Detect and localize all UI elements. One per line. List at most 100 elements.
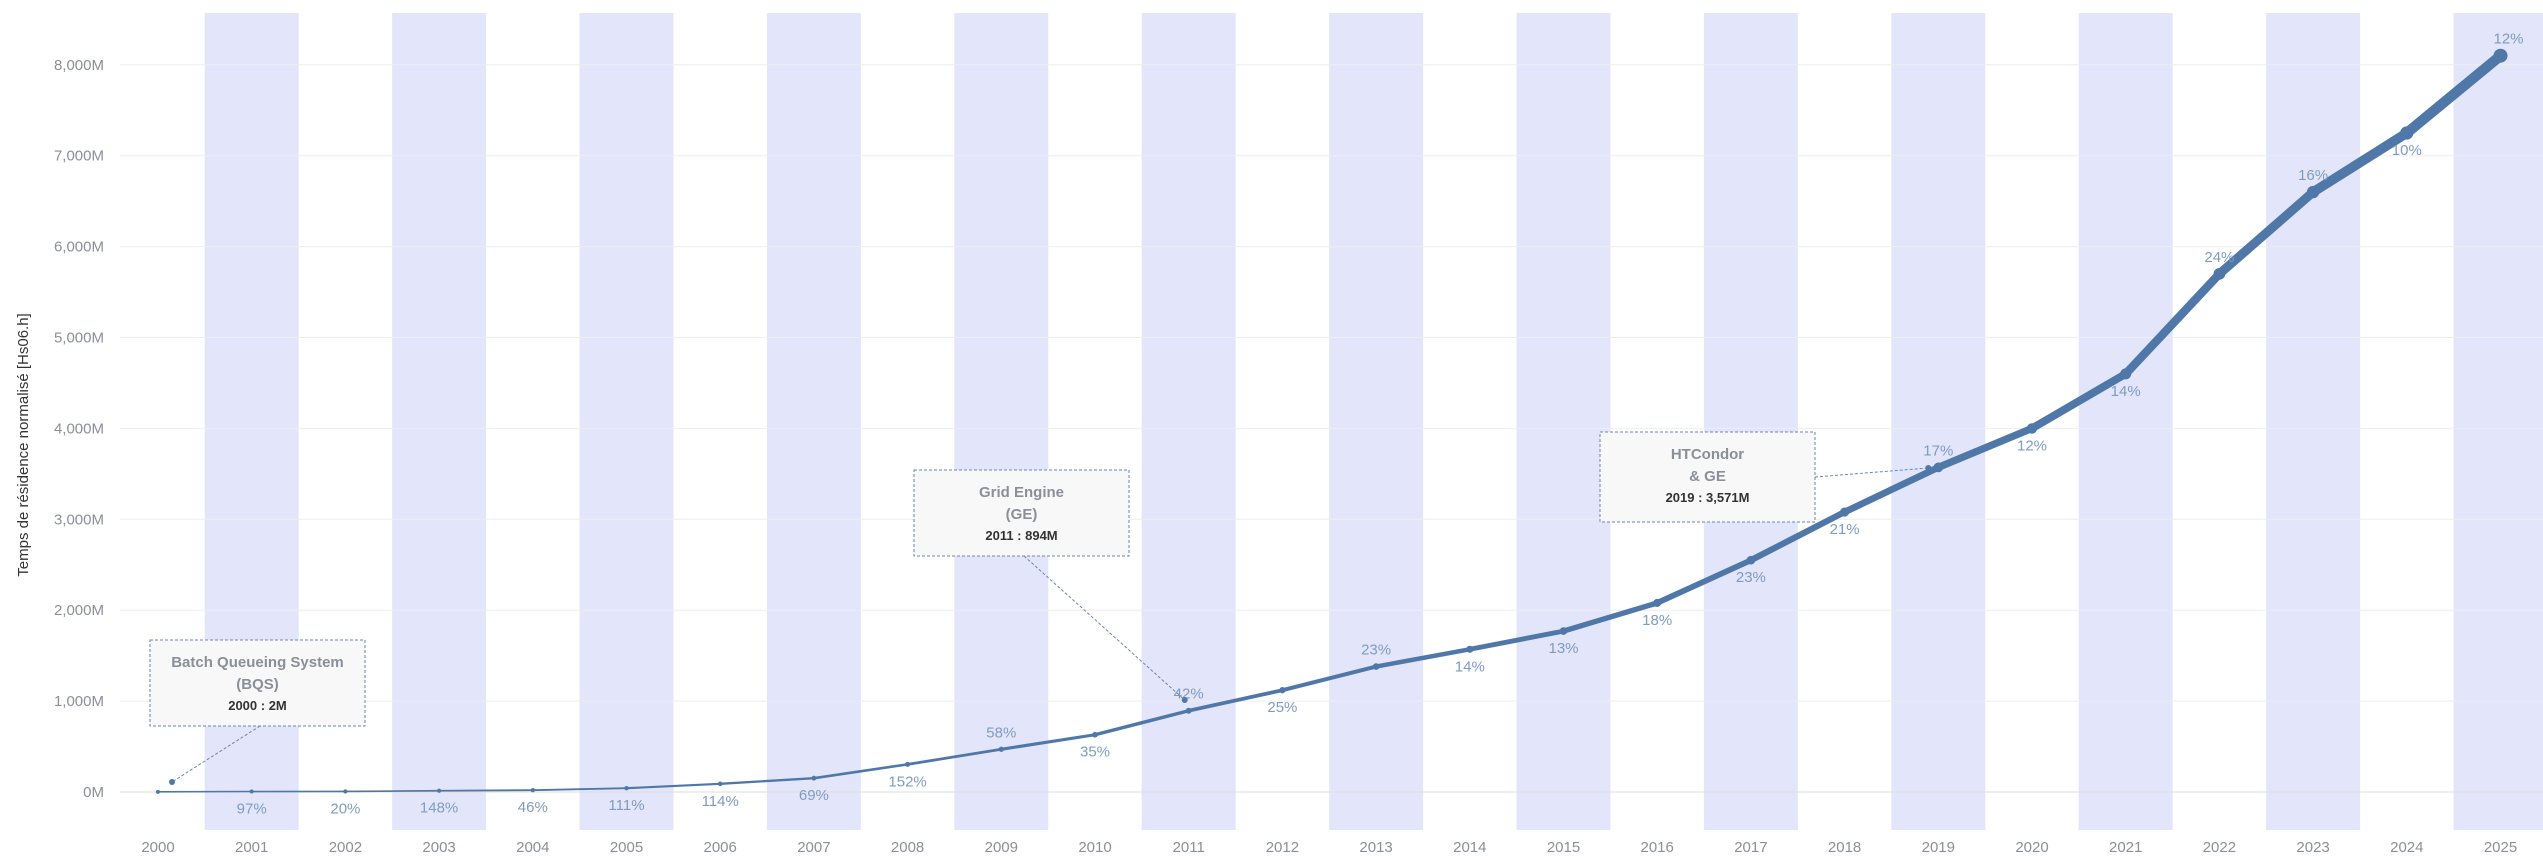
growth-label: 114%	[702, 793, 739, 810]
data-point	[249, 789, 254, 794]
data-point	[2213, 268, 2226, 280]
x-tick-label: 2012	[1266, 839, 1299, 856]
line-segment	[2401, 50, 2506, 139]
line-segment	[438, 789, 534, 792]
year-band	[2078, 13, 2173, 830]
growth-label: 69%	[799, 787, 829, 804]
growth-label: 58%	[986, 724, 1016, 741]
growth-label: 46%	[518, 799, 548, 816]
growth-labels: 97% 20% 148% 46% 111% 114% 69% 152% 58% 35% 42% 25%…	[237, 31, 2524, 818]
data-point	[2306, 185, 2320, 199]
growth-label: 17%	[1923, 442, 1953, 459]
annotation: HTCondor & GE 2019 : 3,571M	[1599, 431, 1932, 523]
x-tick-label: 2004	[516, 839, 549, 856]
x-tick-label: 2017	[1734, 839, 1767, 856]
data-point	[530, 788, 535, 793]
x-tick-label: 2021	[2109, 839, 2142, 856]
y-axis-label: Temps de résidence normalisé [Hs06.h]	[15, 313, 32, 576]
data-point	[1933, 462, 1944, 473]
x-tick-label: 2000	[141, 839, 174, 856]
data-point	[717, 781, 723, 787]
annotation-value: 2019 : 3,571M	[1666, 490, 1750, 505]
annotation-box	[149, 639, 366, 727]
line-segment	[1841, 464, 1942, 516]
line-segment	[906, 747, 1003, 766]
x-tick-label: 2005	[610, 839, 643, 856]
line-segment	[625, 782, 722, 790]
line-segment	[1093, 709, 1191, 737]
series-line	[157, 50, 2506, 793]
line-segment	[719, 777, 816, 785]
annotation-subtitle: (GE)	[1006, 506, 1038, 523]
annotation: Batch Queueing System (BQS) 2000 : 2M	[149, 639, 366, 785]
line-segment	[531, 787, 628, 792]
annotation: Grid Engine (GE) 2011 : 894M	[913, 469, 1188, 703]
year-band	[392, 13, 487, 830]
growth-label: 18%	[1642, 612, 1672, 629]
growth-label: 148%	[420, 800, 458, 817]
data-point	[998, 746, 1004, 752]
x-tick-label: 2010	[1078, 839, 1111, 856]
y-tick-label: 1,000M	[54, 693, 104, 710]
year-band	[1141, 13, 1236, 830]
line-segment	[1467, 628, 1566, 652]
growth-label: 23%	[1361, 642, 1391, 659]
data-point	[1840, 507, 1850, 517]
data-point	[1746, 555, 1756, 565]
x-tick-label: 2009	[985, 839, 1018, 856]
y-tick-label: 3,000M	[54, 511, 104, 528]
annotation-title: Batch Queueing System	[171, 654, 344, 671]
annotation-leader	[1023, 555, 1186, 701]
annotation-title: HTCondor	[1671, 446, 1744, 463]
growth-label: 13%	[1548, 640, 1578, 657]
y-axis-ticks: 0M 1,000M 2,000M 3,000M 4,000M 5,000M 6,000M 7,…	[54, 57, 104, 801]
line-segment	[1560, 600, 1660, 634]
line-segment	[1280, 664, 1379, 693]
y-tick-label: 4,000M	[54, 420, 104, 437]
x-tick-label: 2018	[1828, 839, 1861, 856]
annotation-leader	[171, 725, 261, 783]
annotation-value: 2000 : 2M	[228, 698, 287, 713]
year-band	[1329, 13, 1424, 830]
growth-label: 23%	[1736, 569, 1766, 586]
line-segment	[999, 733, 1097, 751]
line-segment	[344, 789, 440, 793]
growth-label: 14%	[1455, 658, 1485, 675]
x-tick-label: 2022	[2203, 839, 2236, 856]
x-tick-label: 2008	[891, 839, 924, 856]
year-band	[766, 13, 861, 830]
x-tick-label: 2007	[797, 839, 830, 856]
year-bands	[204, 13, 2543, 830]
data-point	[2120, 368, 2132, 380]
annotations: Batch Queueing System (BQS) 2000 : 2M Grid …	[149, 431, 1932, 785]
y-tick-label: 6,000M	[54, 239, 104, 256]
x-tick-label: 2025	[2484, 839, 2517, 856]
annotation-value: 2011 : 894M	[985, 528, 1057, 543]
annotation-box	[1599, 431, 1816, 523]
y-tick-label: 7,000M	[54, 148, 104, 165]
line-segment	[1934, 424, 2036, 472]
year-band	[1703, 13, 1798, 830]
annotation-subtitle: & GE	[1689, 468, 1726, 485]
x-tick-label: 2006	[704, 839, 737, 856]
data-point	[156, 789, 160, 794]
x-tick-label: 2016	[1641, 839, 1674, 856]
x-tick-label: 2023	[2296, 839, 2329, 856]
annotation-leader	[1814, 467, 1929, 478]
growth-label: 42%	[1174, 686, 1204, 703]
data-point	[811, 775, 817, 781]
x-tick-label: 2020	[2015, 839, 2048, 856]
annotation-arrowhead	[1181, 697, 1188, 703]
data-points	[156, 48, 2508, 794]
line-segment	[2308, 128, 2412, 197]
y-tick-label: 5,000M	[54, 330, 104, 347]
data-point	[905, 761, 911, 767]
growth-label: 111%	[608, 797, 644, 814]
x-tick-label: 2003	[422, 839, 455, 856]
annotation-arrowhead	[169, 779, 175, 785]
data-point	[624, 785, 629, 791]
data-point	[437, 788, 442, 793]
line-segment	[2121, 269, 2224, 379]
x-tick-label: 2001	[235, 839, 268, 856]
growth-label: 20%	[330, 801, 360, 818]
